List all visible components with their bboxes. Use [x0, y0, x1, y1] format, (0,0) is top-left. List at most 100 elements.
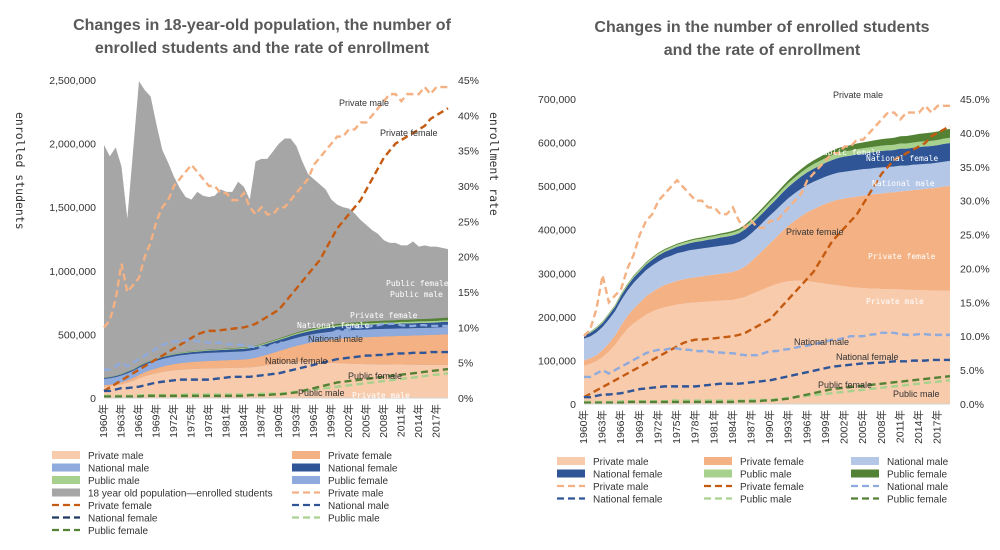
legend-label-private-female: Private female: [740, 482, 804, 493]
legend-label-private-male: Private male: [88, 451, 144, 462]
label-private-female: Private female: [350, 311, 418, 320]
y-tick-label: 300,000: [538, 268, 576, 280]
legend-label-public-female: Public female: [88, 526, 148, 537]
y2-tick-label: 5%: [458, 358, 473, 370]
x-tick-label: 2002年: [838, 410, 851, 444]
legend-swatch-public-male: [52, 476, 80, 484]
x-tick-label: 2017年: [429, 404, 442, 438]
y2-tick-label: 45.0%: [960, 94, 990, 106]
y2-tick-label: 35.0%: [960, 162, 990, 174]
legend-label-national-male: National male: [887, 482, 949, 493]
y-axis-title: enrolled students: [13, 112, 27, 230]
label-national-male: National male: [872, 179, 935, 188]
x-tick-label: 1999年: [819, 410, 832, 444]
legend-label-public-male: Public male: [328, 514, 380, 525]
x-tick-label: 2014年: [912, 410, 925, 444]
label-public-female: Public female: [386, 279, 449, 288]
y2-axis-title: enrollment rate: [487, 112, 501, 216]
x-tick-label: 1981年: [707, 410, 720, 444]
legend-label-public-female: Public female: [887, 470, 947, 481]
legend-swatch-private-female: [704, 457, 732, 465]
label-national-female: National female: [265, 356, 328, 366]
area-national-female: [104, 321, 448, 379]
right-title-line-1: Changes in the number of enrolled studen…: [594, 19, 929, 36]
legend-swatch-national-female: [557, 469, 585, 478]
x-tick-label: 1996年: [800, 410, 813, 444]
rate-line-public-female: [584, 375, 951, 404]
area-national-male: [104, 327, 448, 386]
y2-tick-label: 25%: [458, 216, 479, 228]
y-tick-label: 600,000: [538, 138, 576, 150]
area-national-male: [584, 160, 950, 361]
legend-label-public-female: Public female: [887, 495, 947, 506]
x-tick-label: 1960年: [577, 410, 590, 444]
label-national-female: National female: [836, 352, 899, 362]
rate-line-national-female: [584, 358, 950, 399]
label-private-female: Private female: [786, 227, 844, 237]
area-private-female: [584, 185, 950, 366]
x-tick-label: 1975年: [670, 410, 683, 444]
legend-label-private-female: Private female: [740, 457, 804, 468]
x-tick-label: 1990年: [763, 410, 776, 444]
right-title-line-2: and the rate of enrollment: [664, 42, 861, 59]
label-public-male: Public male: [893, 389, 940, 399]
legend-label-18-year-old-population-enrolled-students: 18 year old population—enrolled students: [88, 489, 273, 500]
legend-label-public-female: Public female: [328, 476, 388, 487]
y-tick-label: 200,000: [538, 312, 576, 324]
left-title-line-2: enrolled students and the rate of enroll…: [95, 40, 430, 57]
x-tick-label: 2008年: [377, 404, 390, 438]
label-national-female: National female: [866, 154, 938, 163]
rate-line-national-male: [104, 322, 448, 371]
y2-tick-label: 25.0%: [960, 230, 990, 242]
legend-label-private-male: Private male: [593, 482, 649, 493]
y-tick-label: 700,000: [538, 94, 576, 106]
x-tick-label: 1969年: [149, 404, 162, 438]
x-tick-label: 1987年: [254, 404, 267, 438]
label-private-male: Private male: [833, 90, 883, 100]
y2-tick-label: 5.0%: [960, 365, 984, 377]
x-tick-label: 1978年: [689, 410, 702, 444]
x-tick-label: 2011年: [893, 410, 906, 443]
area-population: [104, 81, 448, 398]
y2-tick-label: 20.0%: [960, 263, 990, 275]
y-tick-label: 1,500,000: [49, 202, 96, 214]
legend-swatch-18-year-old-population-enrolled-students: [52, 488, 80, 497]
x-tick-label: 1972年: [167, 404, 180, 438]
legend-swatch-public-female: [851, 469, 879, 478]
y-tick-label: 400,000: [538, 225, 576, 237]
legend-label-national-male: National male: [88, 464, 150, 475]
y2-tick-label: 35%: [458, 146, 479, 158]
label-public-male: Public male: [298, 388, 345, 398]
legend-label-national-female: National female: [593, 470, 663, 481]
legend-swatch-national-male: [52, 463, 80, 472]
x-tick-label: 1963年: [596, 410, 609, 444]
label-public-female: Public female: [818, 148, 881, 157]
area-private-male: [584, 280, 950, 404]
legend-label-private-male: Private male: [593, 457, 649, 468]
legend-label-private-female: Private female: [88, 501, 152, 512]
x-tick-label: 2005年: [359, 404, 372, 438]
rate-line-national-male: [584, 331, 950, 379]
y2-tick-label: 15%: [458, 287, 479, 299]
left-chart: 0 500,000 1,000,000 1,500,000 2,000,000 2,500…: [13, 75, 501, 438]
legend-label-public-male: Public male: [740, 495, 792, 506]
legend-swatch-private-male: [52, 451, 80, 459]
x-tick-label: 1975年: [184, 404, 197, 438]
y2-tick-label: 40.0%: [960, 128, 990, 140]
x-tick-label: 1966年: [614, 410, 627, 444]
x-tick-label: 2008年: [875, 410, 888, 444]
x-tick-label: 1984年: [726, 410, 739, 444]
label-public-female: Public female: [348, 371, 402, 381]
label-private-female: Private female: [380, 128, 438, 138]
label-private-female: Private female: [868, 252, 936, 261]
y-tick-label: 0: [570, 399, 576, 411]
legend-label-private-male: Private male: [328, 489, 384, 500]
x-tick-label: 2005年: [856, 410, 869, 444]
legend-label-public-male: Public male: [88, 476, 140, 487]
legend-label-national-female: National female: [328, 464, 398, 475]
y2-tick-label: 20%: [458, 252, 479, 264]
label-private-male: Private male: [866, 297, 924, 306]
x-tick-label: 1987年: [744, 410, 757, 444]
label-public-female: Public female: [818, 380, 872, 390]
legend-swatch-public-male: [704, 469, 732, 478]
